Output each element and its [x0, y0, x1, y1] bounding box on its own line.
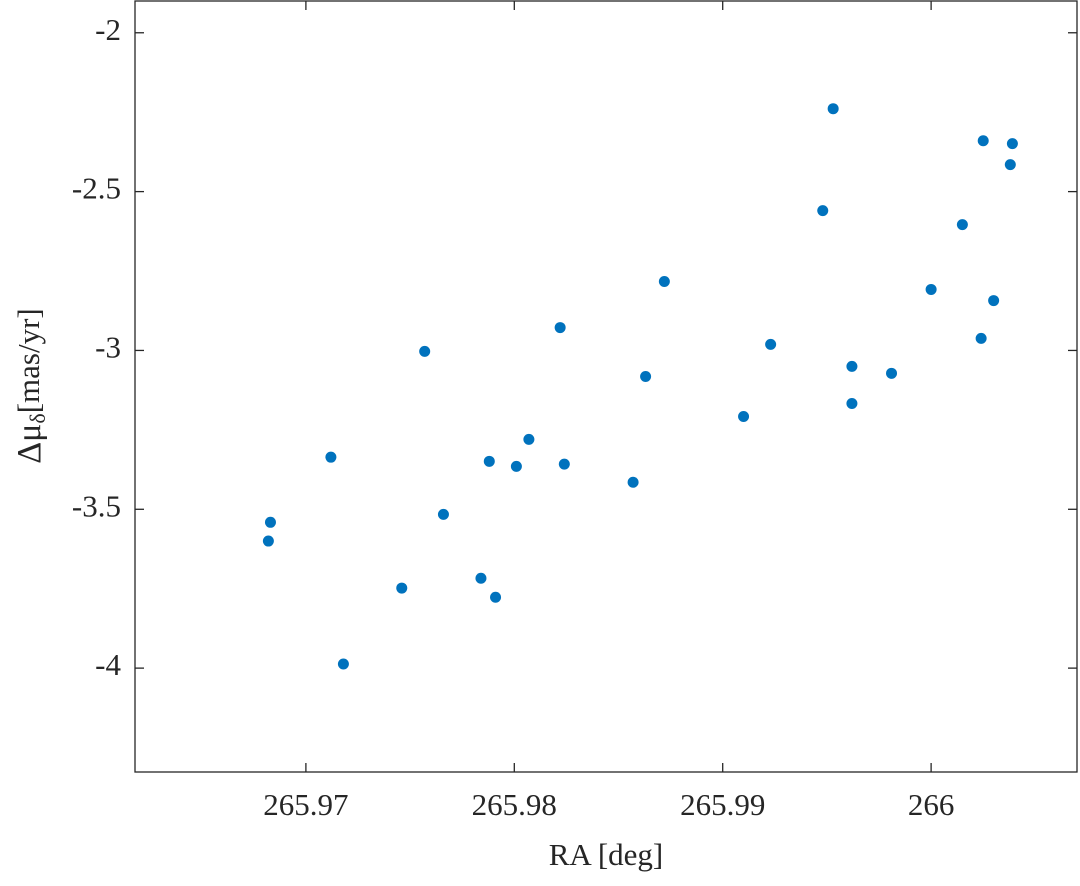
point [325, 451, 337, 463]
point [627, 476, 639, 488]
point [846, 397, 858, 409]
y-tick-label: -2.5 [72, 171, 121, 206]
x-tick-label: 265.98 [472, 787, 557, 822]
point [886, 367, 898, 379]
point [337, 658, 349, 670]
point [988, 295, 1000, 307]
x-tick-label: 265.99 [680, 787, 765, 822]
y-label-unit: [mas/yr] [11, 308, 46, 413]
x-axis-label: RA [deg] [549, 837, 664, 872]
point [975, 332, 987, 344]
point [765, 338, 777, 350]
point [262, 535, 274, 547]
y-tick-label: -4 [95, 647, 121, 682]
y-label-subscript: δ [25, 413, 50, 423]
point [437, 508, 449, 520]
point [558, 458, 570, 470]
y-label-symbol: Δμ [11, 424, 48, 464]
point [523, 433, 535, 445]
point [1004, 159, 1016, 171]
point [827, 103, 839, 115]
point [738, 411, 750, 423]
point [475, 572, 487, 584]
point [925, 283, 937, 295]
y-tick-label: -2 [95, 12, 121, 47]
point [956, 219, 968, 231]
point [977, 135, 989, 147]
y-tick-label: -3 [95, 330, 121, 365]
point [483, 455, 495, 467]
point [510, 460, 522, 472]
point [419, 345, 431, 357]
point [817, 205, 829, 217]
point [264, 516, 276, 528]
y-tick-label: -3.5 [72, 488, 121, 523]
x-tick-label: 266 [908, 787, 955, 822]
point [554, 322, 566, 334]
point [490, 591, 502, 603]
point [396, 582, 408, 594]
axes-box [134, 0, 1078, 773]
y-axis-label: Δμδ[mas/yr] [11, 308, 50, 464]
point [846, 360, 858, 372]
point [640, 370, 652, 382]
point [1006, 138, 1018, 150]
point [658, 276, 670, 288]
x-tick-label: 265.97 [263, 787, 348, 822]
